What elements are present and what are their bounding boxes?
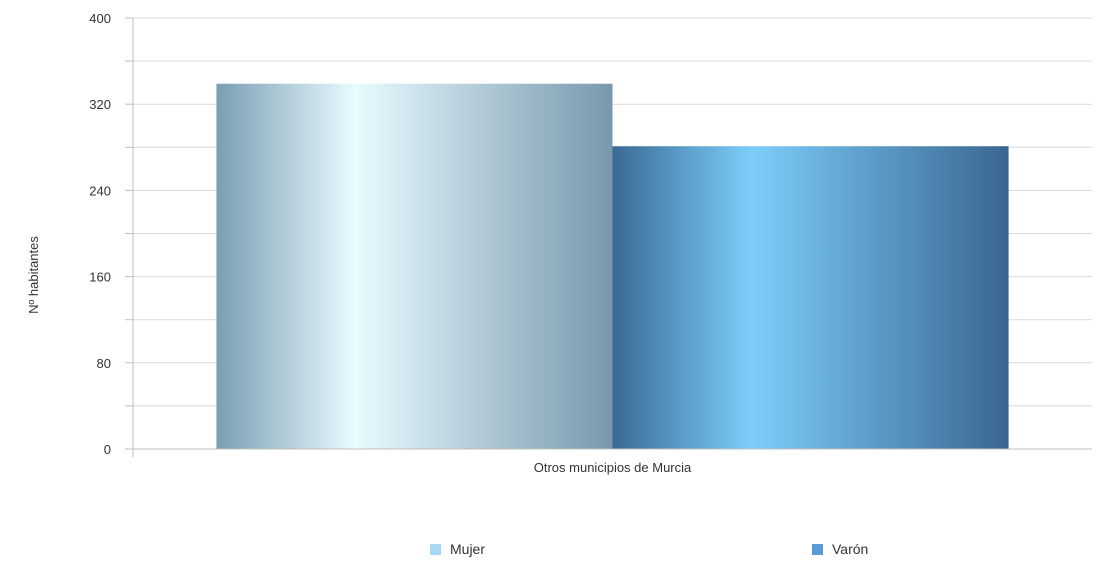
y-tick-label: 80 (97, 356, 111, 371)
legend-swatch (812, 543, 823, 555)
y-axis: 0 80 160 240 320 400 (89, 11, 134, 457)
y-tick-label: 400 (89, 11, 111, 26)
legend: Mujer Varón (0, 541, 1110, 563)
legend-label: Mujer (450, 541, 486, 557)
bar-chart: 0 80 160 240 320 400 Otros municipios de Murc… (26, 11, 1092, 475)
y-tick-label: 320 (89, 97, 111, 112)
x-tick-label: Otros municipios de Murcia (534, 460, 692, 475)
y-axis-title: Nº habitantes (26, 236, 41, 314)
y-tick-label: 240 (89, 183, 111, 198)
x-axis: Otros municipios de Murcia (125, 448, 1092, 475)
bar-mujer[interactable] (216, 83, 613, 449)
bar-varón[interactable] (612, 146, 1009, 449)
bars (216, 83, 1009, 449)
y-tick-label: 0 (104, 442, 111, 457)
legend-swatch (430, 543, 441, 555)
legend-label: Varón (832, 541, 869, 557)
legend-item-mujer[interactable]: Mujer (430, 541, 485, 557)
legend-item-varón[interactable]: Varón (812, 541, 868, 557)
y-tick-label: 160 (89, 270, 111, 285)
